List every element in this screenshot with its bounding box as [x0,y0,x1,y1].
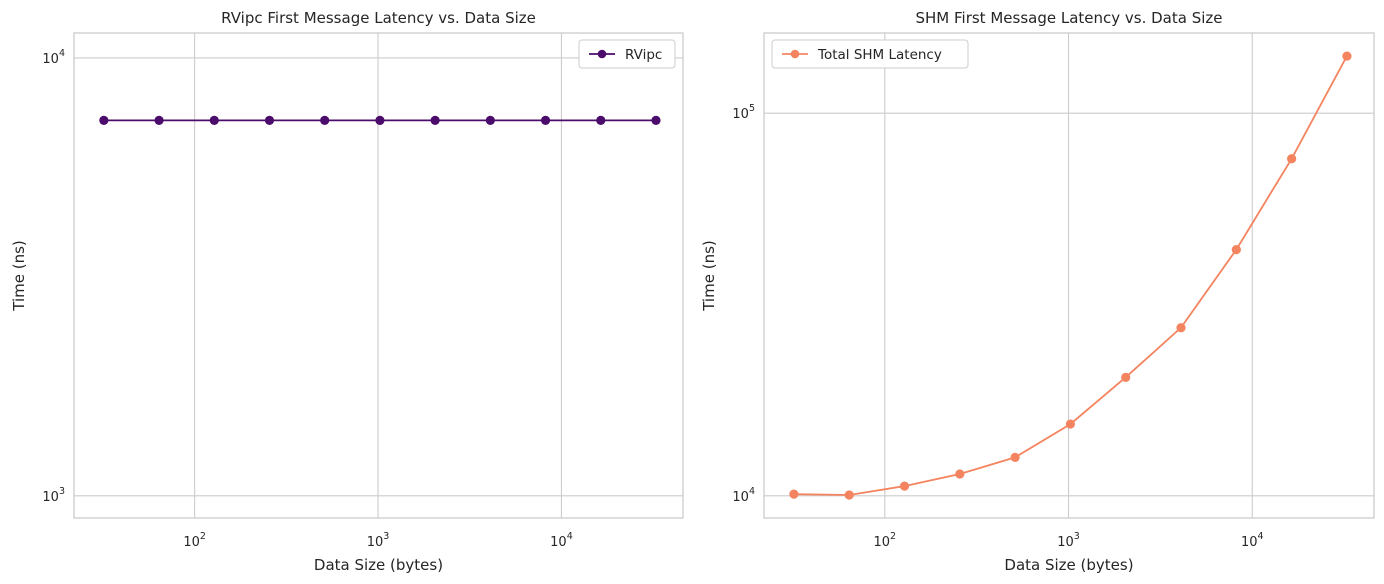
data-point [1010,452,1020,463]
legend: RVipc [578,39,676,69]
data-point [485,115,495,125]
x-tick-label: 104 [1241,531,1264,550]
data-point [1065,419,1076,429]
x-axis-label: Data Size (bytes) [314,556,443,574]
tick-labels: 102 103 104 103 104 [42,48,572,550]
legend: Total SHM Latency [771,39,969,69]
data-point [264,115,275,125]
legend-box [771,39,969,69]
data-point [789,489,799,499]
rvipc-latency-chart: 102 103 104 103 104 RVipc First Message Late… [10,9,684,574]
x-tick-label: 104 [550,531,573,550]
data-point [430,115,440,125]
data-point [320,115,330,125]
x-tick-label: 103 [1057,531,1080,550]
grid-lines [74,33,683,518]
grid-lines [764,33,1374,518]
data-point [540,115,551,125]
series-layer [99,115,661,125]
legend-entry-label: RVipc [625,47,662,63]
legend-circle-marker [597,49,607,59]
x-tick-label: 102 [874,531,897,550]
data-point [1121,372,1131,382]
y-tick-label: 105 [732,103,755,122]
data-point [596,115,606,125]
legend-entry-label: Total SHM Latency [817,47,942,63]
series-layer [789,51,1352,500]
shm-latency-chart: 102 103 104 104 105 SHM First Message Latenc… [700,9,1375,574]
data-point [1287,154,1297,164]
y-axis-label: Time (ns) [10,240,28,312]
data-point [651,115,661,125]
data-point [154,115,164,125]
y-axis-label: Time (ns) [700,240,718,312]
data-point [844,490,854,500]
x-axis-label: Data Size (bytes) [1004,556,1133,574]
y-tick-label: 104 [732,486,755,505]
chart-title: RVipc First Message Latency vs. Data Siz… [221,9,536,27]
y-tick-label: 104 [42,48,65,67]
tick-labels: 102 103 104 104 105 [732,103,1263,550]
data-point [375,115,385,125]
plot-area-frame [763,32,1375,519]
x-tick-label: 103 [367,531,390,550]
data-point [99,115,109,125]
data-point [1231,244,1241,255]
x-tick-label: 102 [183,531,206,550]
y-tick-label: 103 [42,486,65,505]
data-point [1176,323,1186,333]
data-point [899,481,910,491]
legend-box [578,39,676,69]
data-point [1342,51,1352,61]
data-point [955,469,965,479]
chart-title: SHM First Message Latency vs. Data Size [915,9,1222,27]
data-point [209,115,219,125]
legend-circle-marker [790,49,800,59]
plot-area-frame [73,32,684,519]
